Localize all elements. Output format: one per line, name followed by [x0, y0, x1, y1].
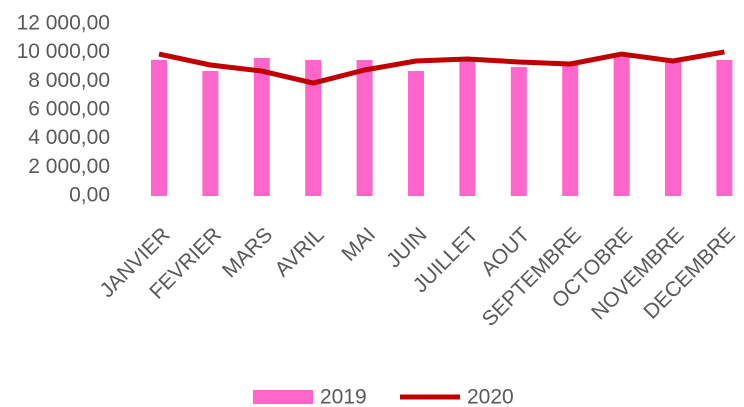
y-tick-label: 8 000,00	[28, 69, 110, 92]
bar	[408, 71, 424, 196]
x-tick-label: AVRIL	[271, 223, 329, 281]
y-tick-label: 4 000,00	[28, 126, 110, 149]
bar	[356, 59, 373, 196]
y-tick-label: 12 000,00	[17, 12, 110, 35]
legend-label: 2019	[320, 386, 367, 407]
bar	[305, 59, 322, 196]
x-tick-label: MARS	[218, 223, 277, 282]
bar	[510, 67, 527, 196]
y-tick-label: 6 000,00	[28, 98, 110, 121]
y-tick-label: 10 000,00	[17, 40, 110, 63]
bar	[459, 58, 476, 197]
bar	[562, 64, 579, 196]
y-tick-label: 0,00	[69, 184, 110, 207]
line	[158, 49, 725, 86]
legend-label: 2020	[467, 386, 514, 407]
x-tick-label: MAI	[337, 223, 380, 266]
bar	[613, 56, 630, 196]
bar	[253, 57, 270, 196]
legend-swatch	[253, 390, 313, 404]
bar	[202, 71, 219, 196]
bar	[151, 59, 167, 197]
bar	[716, 59, 733, 196]
bar	[665, 59, 681, 196]
y-tick-label: 2 000,00	[28, 155, 110, 178]
